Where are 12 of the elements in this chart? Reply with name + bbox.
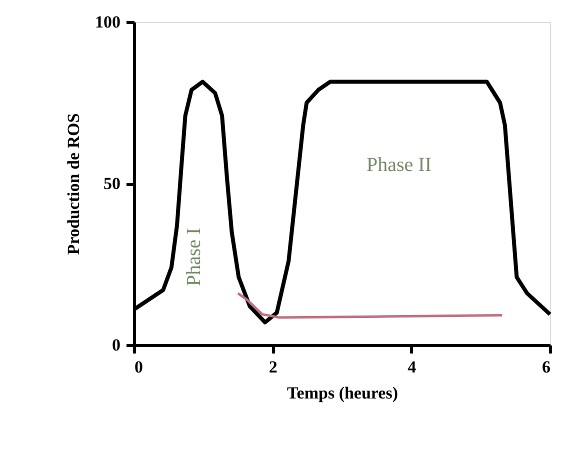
x-tick-label: 4: [408, 358, 417, 376]
y-axis-title: Production de ROS: [64, 113, 83, 255]
annotation: Phase II: [366, 154, 432, 176]
annotation: Phase I: [183, 228, 205, 286]
x-axis-title: Temps (heures): [287, 384, 398, 402]
y-tick-label: 0: [112, 336, 120, 354]
x-tick-label: 0: [134, 358, 143, 376]
line-series: [236, 292, 504, 319]
x-tick-label: 6: [542, 358, 550, 376]
x-tick-label: 2: [268, 358, 278, 376]
y-tick-label: 100: [95, 12, 120, 32]
y-tick-label: 50: [104, 174, 120, 193]
